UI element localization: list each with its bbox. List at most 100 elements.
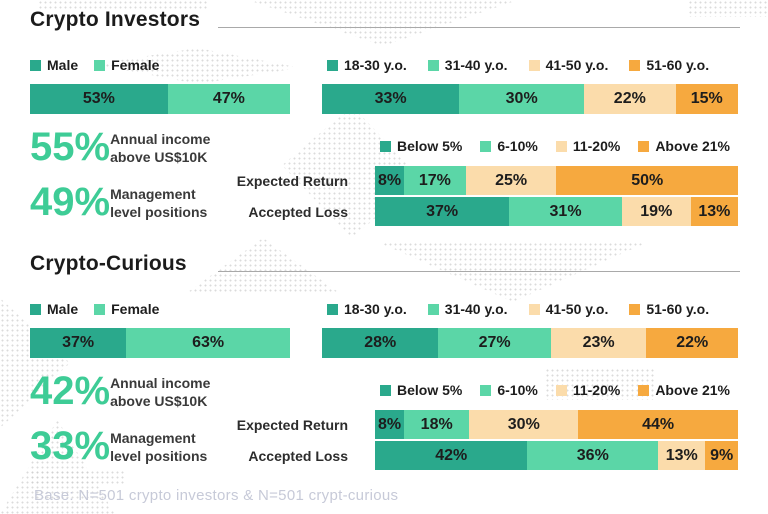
legend-swatch-icon: [427, 303, 439, 315]
bar-segment: 36%: [527, 441, 659, 470]
bar-segment: 25%: [465, 166, 557, 195]
bar-segment-value: 47%: [212, 90, 245, 107]
stat-label: Annual income above US$10K: [110, 371, 210, 410]
stat-value: 33%: [30, 424, 111, 468]
title-divider-line: [218, 27, 740, 28]
gender-legend: Male Female: [30, 57, 159, 73]
row-label-accepted-loss: Accepted Loss: [248, 448, 348, 464]
bar-segment-value: 63%: [192, 334, 225, 351]
stat-label-line: level positions: [110, 447, 208, 464]
legend-swatch-icon: [555, 140, 567, 152]
accepted-loss-stacked-bar: 37% 31% 19% 13%: [375, 197, 738, 226]
legend-swatch-icon: [427, 59, 439, 71]
bar-segment: 30%: [469, 410, 579, 439]
bar-segment-value: 22%: [613, 90, 646, 107]
bar-segment-value: 36%: [576, 446, 609, 464]
legend-label: Below 5%: [397, 382, 463, 398]
legend-swatch-icon: [528, 303, 540, 315]
bar-segment: 8%: [375, 410, 405, 439]
bar-segment-value: 22%: [676, 334, 709, 351]
legend-label: Above 21%: [655, 138, 731, 154]
title-divider-line: [218, 271, 740, 272]
bar-segment: 28%: [322, 328, 439, 358]
legend-swatch-icon: [30, 303, 41, 315]
legend-item: 11-20%: [555, 382, 621, 398]
bar-segment-value: 27%: [478, 334, 511, 351]
bar-segment-value: 9%: [710, 446, 734, 464]
legend-swatch-icon: [380, 140, 391, 152]
bar-segment-value: 15%: [690, 90, 723, 107]
bar-segment-value: 13%: [698, 202, 731, 220]
legend-label: 18-30 y.o.: [344, 57, 407, 73]
legend-item: 51-60 y.o.: [629, 57, 709, 73]
bar-segment-value: 30%: [505, 90, 538, 107]
legend-swatch-icon: [94, 59, 106, 71]
stat-annual-income: 55% Annual income above US$10K: [30, 127, 210, 167]
legend-swatch-icon: [555, 384, 567, 396]
stat-label-line: level positions: [110, 203, 208, 220]
bar-segment: 50%: [556, 166, 738, 195]
legend-label: 6-10%: [497, 138, 538, 154]
legend-item: 51-60 y.o.: [629, 301, 709, 317]
stat-value: 49%: [30, 180, 111, 224]
bar-segment-value: 37%: [62, 334, 95, 351]
bar-segment: 33%: [322, 84, 460, 114]
bar-segment-value: 23%: [582, 334, 615, 351]
bar-segment: 31%: [509, 197, 622, 226]
legend-swatch-icon: [638, 140, 650, 152]
stat-label: Management level positions: [110, 182, 207, 221]
legend-item: 6-10%: [480, 382, 538, 398]
legend-item: Above 21%: [638, 382, 730, 398]
legend-swatch-icon: [94, 303, 106, 315]
expected-return-stacked-bar: 8% 18% 30% 44%: [375, 410, 738, 439]
legend-swatch-icon: [629, 59, 641, 71]
stat-label-line: above US$10K: [110, 148, 208, 165]
legend-label: 31-40 y.o.: [444, 57, 508, 73]
legend-item: Female: [94, 57, 159, 73]
legend-label: Female: [111, 57, 160, 73]
bar-segment-value: 25%: [495, 171, 528, 189]
bar-segment-value: 28%: [364, 334, 397, 351]
bar-segment-value: 37%: [426, 202, 459, 220]
bar-segment: 22%: [646, 328, 738, 358]
bar-segment: 30%: [459, 84, 585, 114]
section-crypto-curious: Crypto-Curious Male Female 18-30 y.o. 31-4…: [0, 244, 768, 487]
bar-segment: 8%: [375, 166, 405, 195]
legend-label: 11-20%: [572, 382, 621, 398]
stat-label-line: Annual income: [110, 131, 211, 147]
legend-item: Male: [30, 57, 78, 73]
legend-swatch-icon: [327, 303, 338, 315]
gender-stacked-bar: 53% 47%: [30, 84, 290, 114]
bar-segment: 53%: [30, 84, 168, 114]
stat-label: Annual income above US$10K: [110, 127, 210, 166]
legend-swatch-icon: [30, 59, 41, 71]
bar-segment: 22%: [584, 84, 676, 114]
legend-swatch-icon: [629, 303, 641, 315]
legend-swatch-icon: [480, 384, 492, 396]
legend-label: 11-20%: [572, 138, 621, 154]
legend-label: Male: [47, 301, 79, 317]
section-crypto-investors: Crypto Investors Male Female 18-30 y.o. 31…: [0, 0, 768, 243]
legend-item: 41-50 y.o.: [528, 301, 609, 317]
bar-segment-value: 17%: [418, 171, 451, 189]
stat-label: Management level positions: [110, 426, 207, 465]
legend-item: Below 5%: [380, 138, 462, 154]
bar-segment-value: 31%: [549, 202, 582, 220]
legend-label: Male: [47, 57, 79, 73]
bar-segment: 13%: [658, 441, 706, 470]
bar-segment: 18%: [404, 410, 470, 439]
gender-stacked-bar: 37% 63%: [30, 328, 290, 358]
bar-segment-value: 18%: [420, 415, 453, 433]
legend-label: 41-50 y.o.: [545, 301, 609, 317]
bar-segment: 47%: [167, 84, 290, 114]
legend-item: Above 21%: [638, 138, 730, 154]
legend-label: Female: [111, 301, 160, 317]
bar-segment: 42%: [375, 441, 528, 470]
legend-item: Female: [94, 301, 159, 317]
stat-value: 55%: [30, 125, 111, 169]
bar-segment: 23%: [550, 328, 647, 358]
base-note: Base: N=501 crypto investors & N=501 cry…: [34, 487, 399, 504]
stat-value: 42%: [30, 369, 111, 413]
legend-swatch-icon: [380, 384, 391, 396]
